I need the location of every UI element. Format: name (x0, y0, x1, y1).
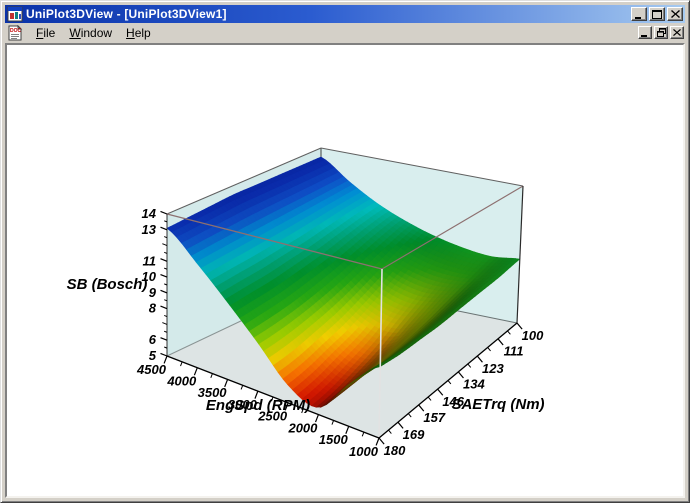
app-window: UniPlot3DView - [UniPlot3DView1] DOC Fil… (0, 0, 690, 503)
surface-plot-canvas[interactable] (1, 1, 689, 502)
